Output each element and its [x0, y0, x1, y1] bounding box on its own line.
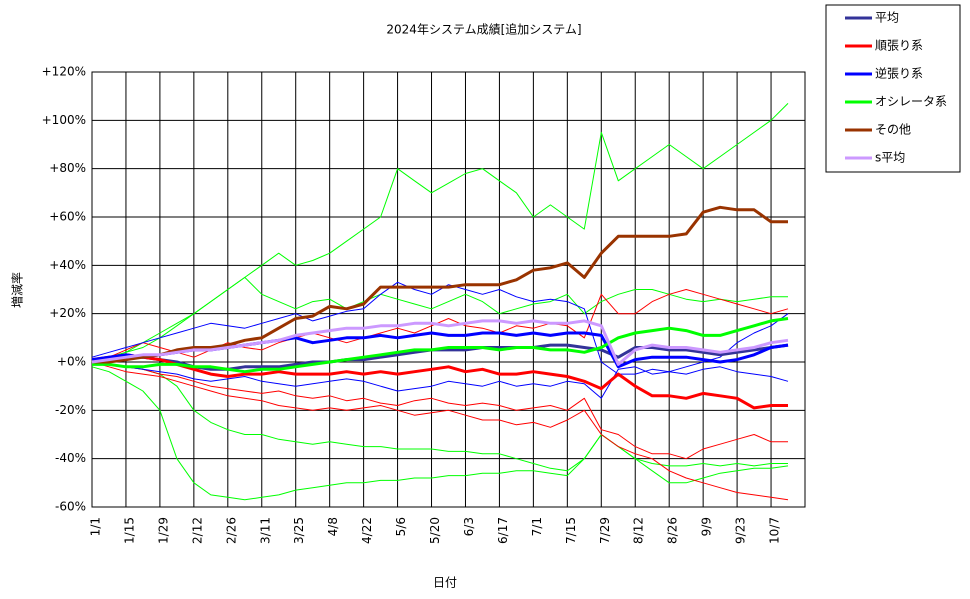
legend-label: 順張り系 [875, 39, 923, 53]
legend-label: 平均 [875, 11, 899, 25]
system-line [91, 361, 789, 399]
system-line [91, 361, 789, 501]
system-line [91, 361, 788, 460]
y-tick-label: +0% [57, 355, 86, 369]
legend-label: s平均 [875, 151, 905, 165]
x-tick-label: 4/22 [360, 517, 374, 544]
x-tick-label: 6/3 [462, 517, 476, 536]
x-tick-label: 9/9 [700, 517, 714, 536]
chart-title: 2024年システム成績[追加システム] [386, 22, 581, 37]
x-tick-label: 5/6 [394, 517, 408, 536]
series-line [92, 317, 789, 374]
system-line [91, 361, 789, 484]
x-axis-label: 日付 [433, 576, 457, 590]
y-tick-label: -20% [55, 403, 86, 417]
series-line [92, 205, 788, 364]
y-axis-label: 増減率 [10, 272, 25, 308]
system-line [91, 281, 789, 375]
x-tick-label: 10/7 [768, 517, 782, 544]
legend-label: オシレータ系 [875, 95, 947, 109]
series-line [91, 353, 788, 410]
legend-box [825, 4, 961, 173]
x-tick-label: 8/26 [666, 517, 680, 544]
x-tick-label: 3/11 [258, 517, 272, 544]
x-tick-label: 8/12 [632, 517, 646, 544]
x-tick-label: 6/17 [496, 517, 510, 544]
x-tick-label: 1/1 [89, 517, 103, 536]
x-tick-label: 5/20 [428, 517, 442, 544]
series-line [91, 319, 789, 366]
y-tick-label: +80% [49, 161, 86, 175]
plot-area [91, 71, 806, 508]
y-tick-label: -60% [55, 500, 86, 514]
x-tick-label: 4/8 [326, 517, 340, 536]
y-tick-label: +20% [49, 306, 86, 320]
system-line [91, 276, 788, 363]
y-tick-label: +40% [49, 258, 86, 272]
x-tick-label: 9/23 [734, 517, 748, 544]
x-tick-label: 2/12 [190, 517, 204, 544]
y-tick-label: +100% [42, 113, 86, 127]
x-tick-label: 2/26 [224, 517, 238, 544]
x-tick-label: 7/1 [530, 517, 544, 536]
x-tick-label: 7/15 [564, 517, 578, 544]
legend-label: 逆張り系 [875, 66, 923, 81]
y-tick-label: +120% [42, 65, 86, 79]
y-tick-label: +60% [49, 210, 86, 224]
y-tick-label: -40% [55, 451, 86, 465]
x-tick-label: 3/25 [292, 517, 306, 544]
system-line [91, 366, 788, 501]
x-tick-label: 1/15 [122, 517, 136, 544]
legend-label: その他 [875, 123, 911, 137]
x-tick-label: 7/29 [598, 517, 612, 544]
x-tick-label: 1/29 [156, 517, 170, 544]
